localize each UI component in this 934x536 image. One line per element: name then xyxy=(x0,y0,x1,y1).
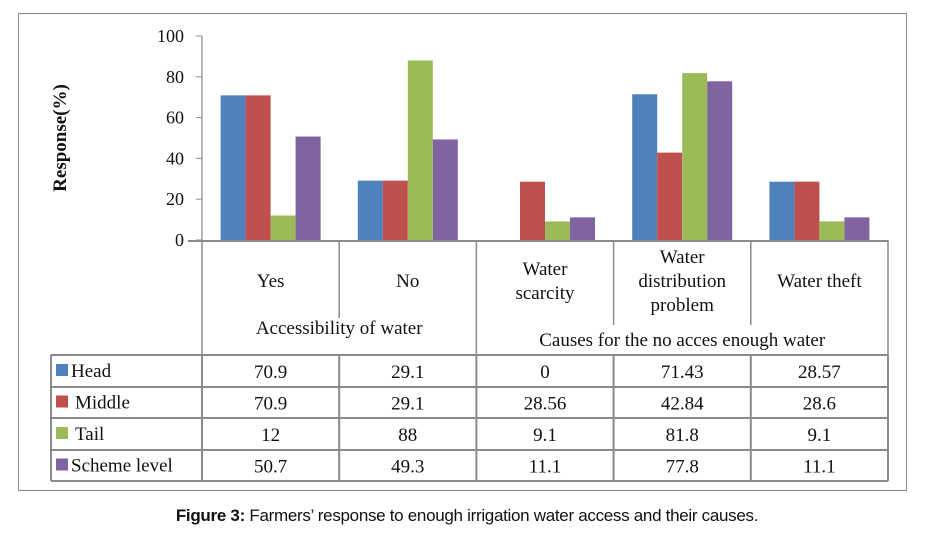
data-label: 28.57 xyxy=(798,362,841,383)
legend-swatch-tail xyxy=(56,427,68,439)
y-axis-label: Response(%) xyxy=(50,84,71,192)
x-category-label: Water xyxy=(660,247,706,268)
x-category-label: Water xyxy=(523,259,569,280)
x-group-label: Causes for the no acces enough water xyxy=(539,330,826,351)
x-category-label: Yes xyxy=(257,271,285,292)
figure-caption: Figure 3: Farmers’ response to enough ir… xyxy=(0,506,934,526)
x-category-label: problem xyxy=(651,295,715,316)
data-label: 70.9 xyxy=(254,394,287,415)
data-label: 71.43 xyxy=(661,362,704,383)
bar-tail xyxy=(270,215,296,240)
data-label: 42.84 xyxy=(661,394,704,415)
data-label: 50.7 xyxy=(254,457,287,478)
caption-label: Figure 3: xyxy=(175,506,245,525)
data-label: 29.1 xyxy=(391,362,424,383)
bar-middle xyxy=(794,181,820,240)
bar-head xyxy=(220,95,246,240)
bar-scheme-level xyxy=(570,217,595,240)
bar-scheme-level xyxy=(432,139,458,240)
bar-head xyxy=(769,181,795,240)
data-label: 0 xyxy=(540,362,550,383)
bar-scheme-level xyxy=(295,136,321,240)
data-label: 28.56 xyxy=(524,394,567,415)
data-label: 29.1 xyxy=(391,394,424,415)
y-tick-label: 20 xyxy=(166,189,184,209)
legend-label: Head xyxy=(71,361,112,382)
data-label: 11.1 xyxy=(529,457,562,478)
bar-tail xyxy=(407,60,433,241)
legend-swatch-scheme-level xyxy=(56,458,68,471)
legend-label: Tail xyxy=(75,424,104,445)
bar-scheme-level xyxy=(707,81,733,241)
data-label: 77.8 xyxy=(666,457,699,478)
caption-text: Farmers’ response to enough irrigation w… xyxy=(244,506,759,525)
bar-head xyxy=(357,180,383,240)
x-group-label: Accessibility of water xyxy=(256,318,423,339)
legend-label: Middle xyxy=(75,393,130,414)
chart-frame xyxy=(18,13,907,491)
bar-middle xyxy=(657,152,683,240)
bar-middle xyxy=(520,181,545,240)
data-label: 88 xyxy=(398,425,417,446)
legend-label: Scheme level xyxy=(71,456,173,477)
legend-swatch-middle xyxy=(56,395,68,408)
bar-scheme-level xyxy=(844,217,870,240)
y-tick-label: 100 xyxy=(157,26,184,46)
x-category-label: scarcity xyxy=(515,283,575,304)
x-category-label: Water theft xyxy=(777,271,862,292)
data-label: 70.9 xyxy=(254,362,287,383)
y-tick-label: 40 xyxy=(166,148,184,168)
data-label: 9.1 xyxy=(533,425,557,446)
x-category-label: distribution xyxy=(638,271,726,292)
y-tick-label: 60 xyxy=(166,108,184,128)
bar-tail xyxy=(682,73,708,241)
legend-swatch-head xyxy=(56,364,68,376)
data-label: 9.1 xyxy=(808,425,832,446)
bar-tail xyxy=(545,221,570,240)
data-label: 28.6 xyxy=(803,394,836,415)
y-tick-label: 80 xyxy=(166,67,184,87)
data-label: 11.1 xyxy=(803,457,836,478)
data-label: 81.8 xyxy=(666,425,699,446)
bar-head xyxy=(632,94,658,240)
data-label: 12 xyxy=(261,425,280,446)
bar-tail xyxy=(819,221,845,240)
bar-middle xyxy=(382,180,408,240)
data-label: 49.3 xyxy=(391,457,424,478)
x-category-label: No xyxy=(396,271,419,292)
bar-middle xyxy=(245,95,271,240)
y-tick-label: 0 xyxy=(175,230,184,250)
